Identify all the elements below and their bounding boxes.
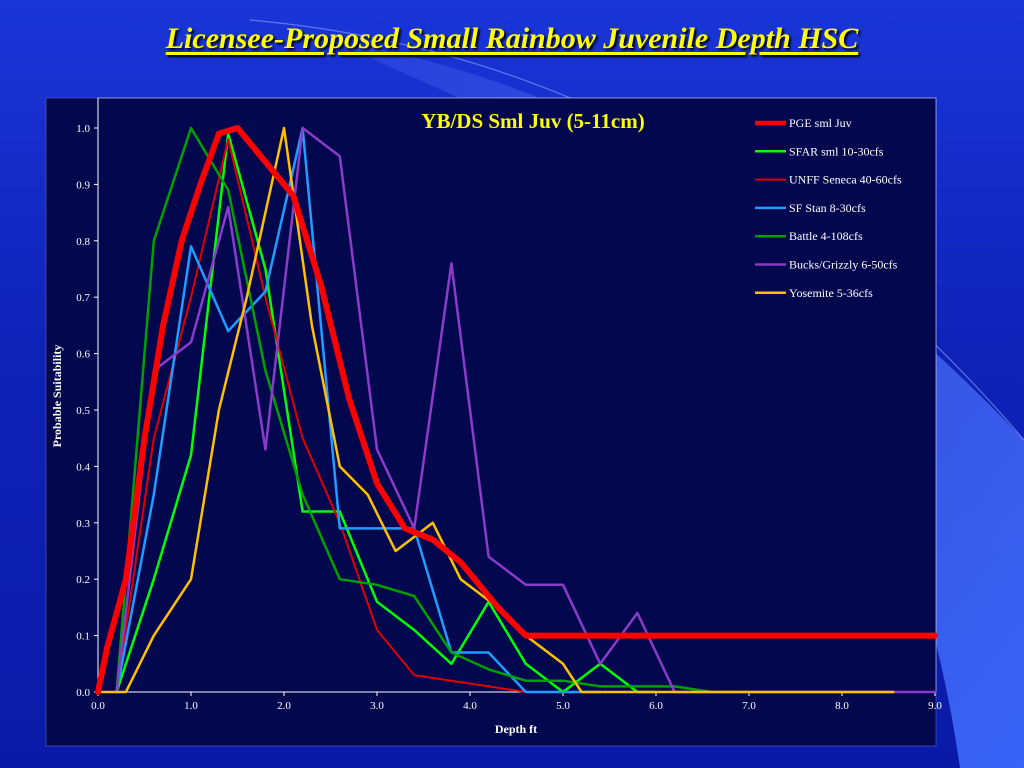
axes-layer: 0.0 0.1 0.2 0.3 0.4 0.5 0.6 0.7 0.8 0.9 1.0 0.0 1.0 2… bbox=[76, 98, 942, 712]
x-tick-label: 0.0 bbox=[91, 700, 105, 712]
legend: PGE sml Juv SFAR sml 10-30cfs UNFF Seneca … bbox=[755, 116, 902, 300]
x-tick-label: 7.0 bbox=[742, 700, 756, 712]
y-tick-label: 0.1 bbox=[76, 631, 90, 643]
legend-label-yosemite-5-36cfs: Yosemite 5-36cfs bbox=[789, 286, 873, 300]
y-tick-label: 0.7 bbox=[76, 292, 90, 304]
series-layer bbox=[95, 125, 938, 695]
y-tick-label: 0.5 bbox=[76, 405, 90, 417]
x-tick-label: 9.0 bbox=[928, 700, 942, 712]
x-axis-label: Depth ft bbox=[495, 722, 537, 736]
y-tick-label: 0.0 bbox=[76, 687, 90, 699]
y-tick-label: 0.8 bbox=[76, 236, 90, 248]
y-axis-label: Probable Suitability bbox=[50, 345, 64, 448]
x-tick-label: 4.0 bbox=[463, 700, 477, 712]
slide-title: Licensee-Proposed Small Rainbow Juvenile… bbox=[165, 22, 859, 55]
y-tick-label: 0.9 bbox=[76, 179, 90, 191]
x-tick-label: 2.0 bbox=[277, 700, 291, 712]
legend-label-unff-seneca-40-60cfs: UNFF Seneca 40-60cfs bbox=[789, 173, 902, 187]
legend-label-battle-4-108cfs: Battle 4-108cfs bbox=[789, 229, 863, 243]
chart-title: YB/DS Sml Juv (5-11cm) bbox=[421, 109, 644, 133]
series-line-battle-4-108cfs bbox=[115, 126, 751, 694]
series-line-yosemite-5-36cfs bbox=[96, 126, 895, 694]
legend-label-sf-stan-8-30cfs: SF Stan 8-30cfs bbox=[789, 201, 866, 215]
series-line-pge-sml-juv bbox=[95, 125, 938, 695]
x-tick-label: 5.0 bbox=[556, 700, 570, 712]
x-tick-label: 1.0 bbox=[184, 700, 198, 712]
y-tick-label: 0.3 bbox=[76, 518, 90, 530]
series-line-sfar-sml-10-30cfs bbox=[115, 132, 658, 694]
series-line-sf-stan-8-30cfs bbox=[115, 126, 602, 694]
legend-label-pge-sml-juv: PGE sml Juv bbox=[789, 116, 852, 130]
x-tick-label: 3.0 bbox=[370, 700, 384, 712]
x-tick-label: 6.0 bbox=[649, 700, 663, 712]
x-tick-label: 8.0 bbox=[835, 700, 849, 712]
y-tick-label: 0.6 bbox=[76, 349, 90, 361]
y-tick-label: 0.2 bbox=[76, 574, 90, 586]
y-tick-label: 0.4 bbox=[76, 461, 90, 473]
y-tick-label: 1.0 bbox=[76, 123, 90, 135]
legend-label-bucks-grizzly-6-50cfs: Bucks/Grizzly 6-50cfs bbox=[789, 258, 898, 272]
legend-label-sfar-sml-10-30cfs: SFAR sml 10-30cfs bbox=[789, 144, 884, 158]
